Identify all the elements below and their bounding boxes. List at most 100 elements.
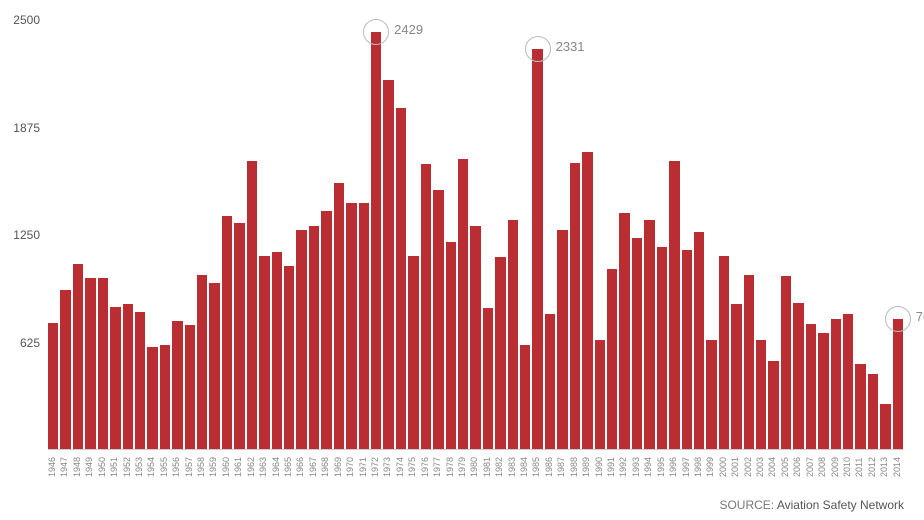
chart-container: 625125018752500 24292331761 194619471948… bbox=[0, 0, 924, 520]
bar bbox=[321, 211, 331, 450]
x-tick-label: 1952 bbox=[123, 452, 133, 482]
x-tick-label: 2009 bbox=[831, 452, 841, 482]
bar bbox=[768, 361, 778, 450]
bar bbox=[731, 304, 741, 450]
bar bbox=[48, 323, 58, 450]
x-tick-label: 1950 bbox=[98, 452, 108, 482]
x-tick-label: 1949 bbox=[85, 452, 95, 482]
x-tick-label: 1999 bbox=[706, 452, 716, 482]
bar bbox=[781, 276, 791, 450]
x-tick-label: 1993 bbox=[632, 452, 642, 482]
bar bbox=[85, 278, 95, 450]
callout-value: 761 bbox=[916, 309, 924, 324]
bar bbox=[669, 161, 679, 450]
bar bbox=[483, 308, 493, 450]
x-tick-label: 1972 bbox=[371, 452, 381, 482]
bar bbox=[831, 319, 841, 450]
x-tick-label: 2004 bbox=[768, 452, 778, 482]
x-tick-label: 2012 bbox=[868, 452, 878, 482]
bar bbox=[893, 319, 903, 450]
bar bbox=[508, 220, 518, 450]
x-tick-label: 1965 bbox=[284, 452, 294, 482]
plot-area: 625125018752500 24292331761 bbox=[48, 20, 903, 450]
x-tick-label: 1977 bbox=[433, 452, 443, 482]
bar bbox=[185, 325, 195, 450]
x-tick-label: 1980 bbox=[470, 452, 480, 482]
bar bbox=[644, 220, 654, 450]
bar bbox=[744, 275, 754, 450]
bar bbox=[197, 275, 207, 450]
bar bbox=[309, 226, 319, 450]
bar bbox=[880, 404, 890, 450]
x-tick-label: 1968 bbox=[321, 452, 331, 482]
x-tick-label: 1947 bbox=[60, 452, 70, 482]
x-tick-label: 1962 bbox=[247, 452, 257, 482]
bar bbox=[520, 345, 530, 450]
bar bbox=[570, 163, 580, 450]
x-tick-label: 1961 bbox=[234, 452, 244, 482]
x-tick-label: 1984 bbox=[520, 452, 530, 482]
bar bbox=[209, 283, 219, 450]
x-tick-label: 1954 bbox=[147, 452, 157, 482]
bar bbox=[123, 304, 133, 450]
bar bbox=[793, 303, 803, 450]
bar bbox=[545, 314, 555, 450]
x-tick-label: 1985 bbox=[532, 452, 542, 482]
source-attribution: SOURCE: Aviation Safety Network bbox=[719, 498, 904, 512]
x-tick-label: 1990 bbox=[595, 452, 605, 482]
bar bbox=[334, 183, 344, 450]
bar bbox=[359, 203, 369, 450]
bar bbox=[632, 238, 642, 450]
bar bbox=[706, 340, 716, 450]
source-label: SOURCE: bbox=[719, 498, 774, 512]
x-tick-label: 1958 bbox=[197, 452, 207, 482]
bar bbox=[855, 364, 865, 450]
x-tick-label: 1997 bbox=[682, 452, 692, 482]
bar bbox=[147, 347, 157, 450]
bar bbox=[682, 250, 692, 450]
x-tick-label: 1987 bbox=[557, 452, 567, 482]
x-tick-label: 1971 bbox=[359, 452, 369, 482]
x-tick-label: 1966 bbox=[296, 452, 306, 482]
bars-group bbox=[48, 20, 903, 450]
bar bbox=[532, 49, 542, 450]
bar bbox=[383, 80, 393, 450]
x-tick-label: 1986 bbox=[545, 452, 555, 482]
bar bbox=[470, 226, 480, 450]
bar bbox=[98, 278, 108, 450]
bar bbox=[247, 161, 257, 450]
x-tick-label: 1959 bbox=[209, 452, 219, 482]
bar bbox=[160, 345, 170, 450]
x-tick-label: 2013 bbox=[880, 452, 890, 482]
bar bbox=[296, 230, 306, 450]
x-tick-label: 1998 bbox=[694, 452, 704, 482]
bar bbox=[421, 164, 431, 450]
x-tick-label: 1979 bbox=[458, 452, 468, 482]
x-tick-label: 1957 bbox=[185, 452, 195, 482]
bar bbox=[222, 216, 232, 450]
x-tick-label: 2006 bbox=[793, 452, 803, 482]
x-tick-label: 2010 bbox=[843, 452, 853, 482]
x-tick-label: 1996 bbox=[669, 452, 679, 482]
y-tick-label: 1875 bbox=[0, 121, 40, 135]
x-tick-label: 1964 bbox=[272, 452, 282, 482]
x-tick-label: 1969 bbox=[334, 452, 344, 482]
bar bbox=[371, 32, 381, 450]
x-tick-label: 1983 bbox=[508, 452, 518, 482]
x-tick-label: 1975 bbox=[408, 452, 418, 482]
bar bbox=[595, 340, 605, 450]
x-tick-label: 2014 bbox=[893, 452, 903, 482]
x-tick-label: 2008 bbox=[818, 452, 828, 482]
x-tick-label: 2007 bbox=[806, 452, 816, 482]
bar bbox=[607, 269, 617, 450]
bar bbox=[408, 256, 418, 450]
x-tick-label: 1981 bbox=[483, 452, 493, 482]
x-tick-label: 1970 bbox=[346, 452, 356, 482]
bar bbox=[259, 256, 269, 450]
x-tick-label: 1960 bbox=[222, 452, 232, 482]
bar bbox=[582, 152, 592, 450]
bar bbox=[619, 213, 629, 450]
x-tick-label: 1955 bbox=[160, 452, 170, 482]
x-tick-label: 1973 bbox=[383, 452, 393, 482]
bar bbox=[694, 232, 704, 450]
